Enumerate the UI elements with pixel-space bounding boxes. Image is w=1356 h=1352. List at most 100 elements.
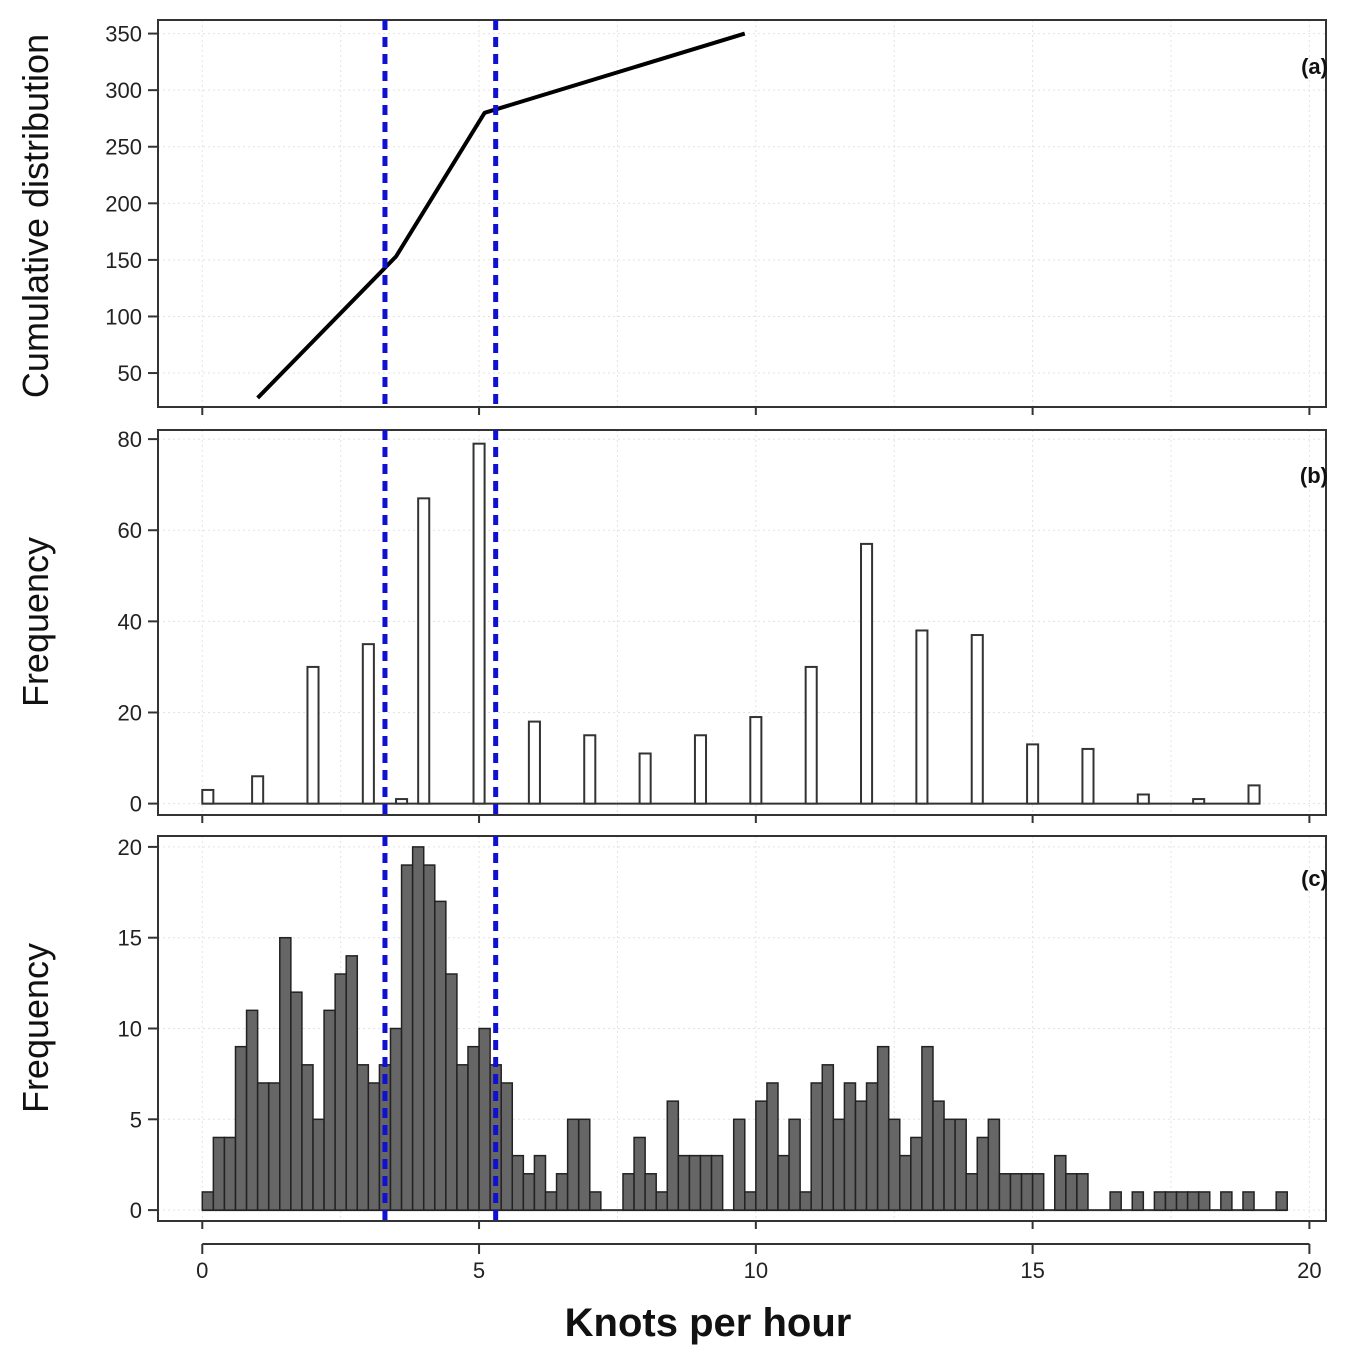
histogram-bar xyxy=(223,1136,237,1211)
histogram-bar xyxy=(279,936,292,1211)
y-tick-label: 20 xyxy=(118,835,142,860)
y-tick-label: 150 xyxy=(105,248,142,273)
histogram-bar xyxy=(445,973,458,1211)
histogram-bar xyxy=(1020,1173,1034,1211)
histogram-bar xyxy=(500,1082,514,1211)
histogram-bar xyxy=(965,1173,979,1211)
histogram-bar xyxy=(511,1154,525,1211)
bar xyxy=(1192,798,1206,805)
x-tick-label: 15 xyxy=(1020,1258,1044,1283)
histogram-bar xyxy=(522,1173,536,1211)
y-tick-label: 40 xyxy=(118,609,142,634)
histogram-bar xyxy=(777,1154,790,1211)
bar xyxy=(749,716,763,805)
histogram-bar xyxy=(821,1064,835,1211)
histogram-bar xyxy=(1197,1191,1211,1211)
panel-frame xyxy=(157,19,1327,408)
histogram-bar xyxy=(810,1082,824,1211)
histogram-bar xyxy=(633,1136,646,1211)
bar xyxy=(361,643,375,805)
panel-a: Cumulative distribution 50 100 150 200 250 30… xyxy=(15,19,1328,415)
bar xyxy=(306,665,320,805)
bar xyxy=(1247,784,1261,805)
y-tick-label: 250 xyxy=(105,135,142,160)
histogram-bar xyxy=(312,1118,325,1211)
bar xyxy=(860,542,874,805)
panel-frame xyxy=(157,429,1327,816)
histogram-bar xyxy=(766,1082,779,1211)
x-tick-label: 5 xyxy=(473,1258,485,1283)
histogram-bar xyxy=(267,1082,281,1211)
histogram-bar xyxy=(710,1154,724,1211)
histogram-bar xyxy=(212,1136,226,1211)
histogram-bar xyxy=(422,864,436,1211)
y-tick-label: 0 xyxy=(130,792,142,817)
bar xyxy=(472,442,486,805)
histogram-bar xyxy=(688,1154,702,1211)
histogram-bar xyxy=(411,846,425,1211)
histogram-bar xyxy=(478,1027,491,1211)
x-axis-label: Knots per hour xyxy=(565,1301,852,1345)
bar xyxy=(583,734,597,805)
panel-b-tag: (b) xyxy=(1300,463,1328,488)
panel-c-ylabel: Frequency xyxy=(15,943,56,1113)
y-tick-label: 10 xyxy=(118,1017,142,1042)
panel-a-ylabel: Cumulative distribution xyxy=(15,34,56,398)
histogram-bar xyxy=(1065,1173,1078,1211)
histogram-bar xyxy=(367,1082,381,1211)
panel-b-plot-area: 0 20 40 60 80 xyxy=(118,427,1327,823)
y-tick-label: 0 xyxy=(130,1198,142,1223)
histogram-bar xyxy=(644,1173,657,1211)
histogram-bar xyxy=(932,1100,945,1211)
histogram-bar xyxy=(744,1191,757,1211)
histogram-bar xyxy=(832,1118,846,1211)
histogram-bar xyxy=(1009,1173,1023,1211)
y-tick-label: 300 xyxy=(105,78,142,103)
histogram-bar xyxy=(334,973,347,1211)
histogram-bar xyxy=(1164,1191,1178,1211)
histogram-bar xyxy=(301,1064,314,1211)
histogram-bar xyxy=(921,1045,934,1211)
bar xyxy=(915,629,929,805)
bar xyxy=(417,497,431,805)
x-tick-label: 0 xyxy=(196,1258,208,1283)
histogram-bar xyxy=(843,1082,857,1211)
histogram-bar xyxy=(234,1045,248,1211)
histogram-bar xyxy=(854,1100,868,1211)
bar xyxy=(395,798,409,805)
y-tick-label: 15 xyxy=(118,926,142,951)
panel-c-plot-area: 0 5 10 15 20 xyxy=(118,835,1327,1229)
histogram-bar xyxy=(799,1191,812,1211)
histogram-bar xyxy=(555,1173,569,1211)
bar xyxy=(251,775,265,805)
y-tick-label: 200 xyxy=(105,191,142,216)
panel-c-tag: (c) xyxy=(1301,866,1328,891)
y-tick-label: 20 xyxy=(118,700,142,725)
bar xyxy=(638,752,652,805)
histogram-bar xyxy=(1175,1191,1189,1211)
histogram-bar xyxy=(699,1154,713,1211)
histogram-bar xyxy=(865,1082,879,1211)
histogram-bar xyxy=(1242,1191,1255,1211)
histogram-bar xyxy=(544,1191,558,1211)
histogram-bar xyxy=(666,1100,680,1211)
x-axis: 0 5 10 15 20 xyxy=(196,1243,1322,1283)
x-tick-label: 10 xyxy=(744,1258,768,1283)
histogram-bar xyxy=(1031,1173,1045,1211)
bar xyxy=(201,788,215,805)
panel-b: Frequency 0 20 40 60 80 (b) xyxy=(15,427,1328,823)
histogram-bar xyxy=(1153,1191,1167,1211)
x-tick-label: 20 xyxy=(1297,1258,1321,1283)
bar xyxy=(1136,793,1150,805)
histogram-bar xyxy=(290,991,303,1211)
histogram-bar xyxy=(201,1191,215,1211)
histogram-bar xyxy=(245,1009,259,1211)
bar xyxy=(1026,743,1040,805)
histogram-bar xyxy=(356,1064,370,1211)
histogram-bar xyxy=(1109,1191,1122,1211)
histogram-bar xyxy=(400,864,414,1211)
histogram-bar xyxy=(788,1118,801,1211)
bar xyxy=(527,720,541,805)
histogram-bar xyxy=(345,955,359,1211)
